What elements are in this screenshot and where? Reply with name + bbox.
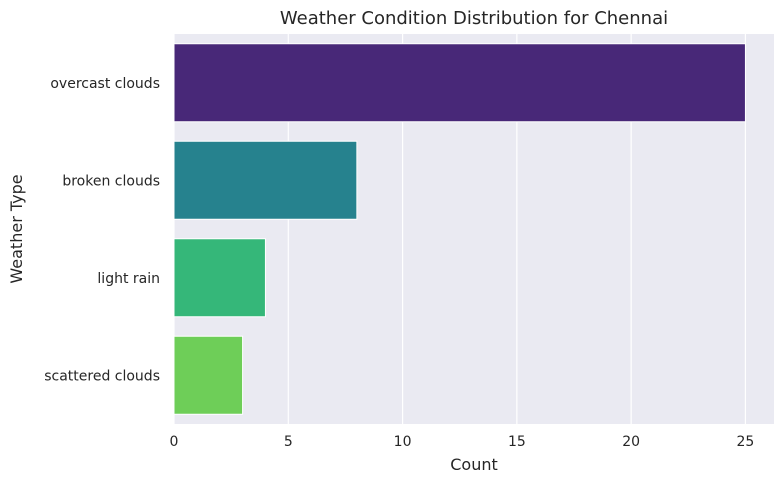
chart-title: Weather Condition Distribution for Chenn…	[280, 8, 668, 29]
x-tick-label: 0	[170, 434, 179, 450]
x-tick-label: 25	[737, 434, 755, 450]
y-tick-labels: overcast clouds broken clouds light rain sc…	[44, 76, 160, 385]
bar	[173, 43, 746, 123]
y-tick-label: broken clouds	[62, 173, 160, 189]
bars	[173, 43, 746, 415]
y-axis-label: Weather Type	[7, 174, 26, 283]
y-tick-label: light rain	[97, 271, 160, 287]
x-tick-label: 5	[284, 434, 293, 450]
bar	[173, 238, 266, 318]
y-tick-label: overcast clouds	[50, 76, 160, 92]
x-tick-label: 15	[508, 434, 526, 450]
x-tick-label: 20	[622, 434, 640, 450]
x-tick-label: 10	[394, 434, 412, 450]
bar	[173, 335, 244, 415]
x-axis-label: Count	[450, 455, 498, 474]
x-tick-labels: 0 5 10 15 20 25	[170, 434, 755, 450]
bar	[173, 140, 358, 220]
y-tick-label: scattered clouds	[44, 368, 160, 384]
